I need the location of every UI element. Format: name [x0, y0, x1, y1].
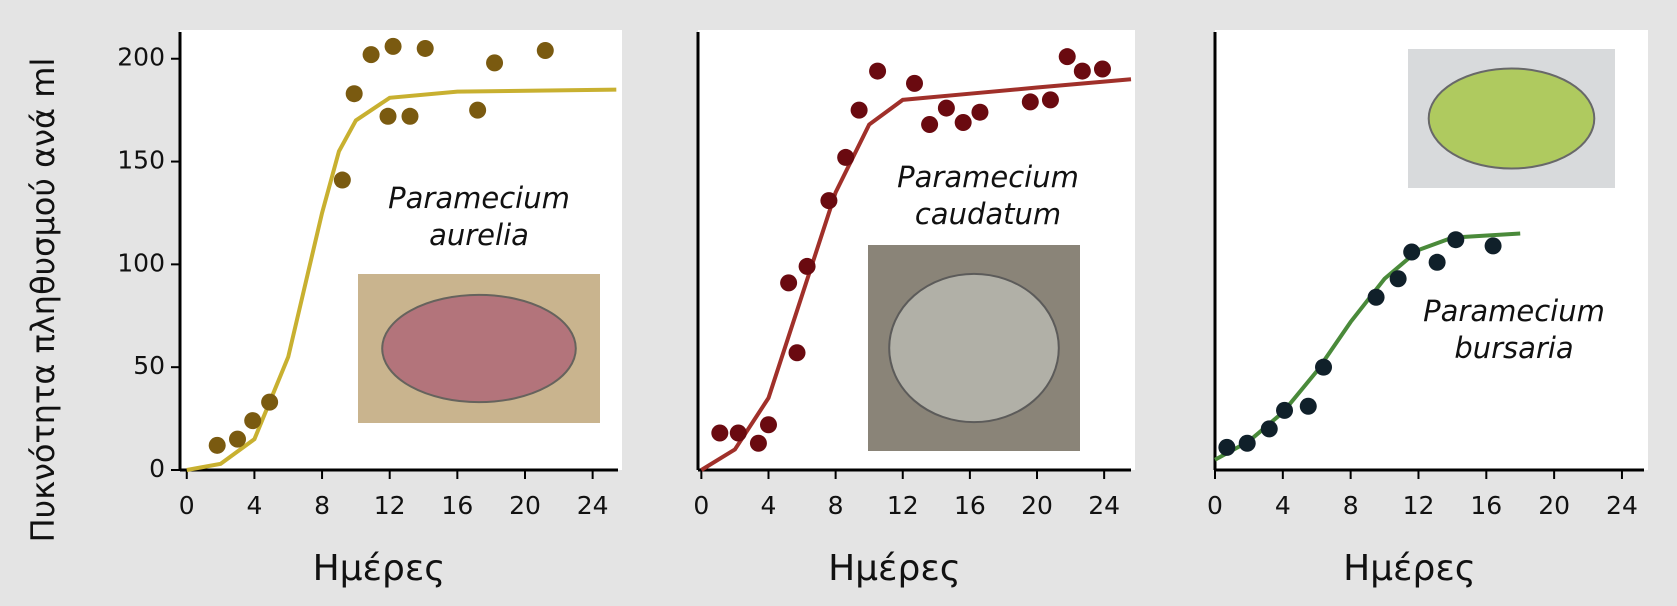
x-axis-label: Ημέρες	[828, 548, 961, 589]
data-point	[1390, 270, 1407, 287]
x-tick-label: 8	[1343, 491, 1359, 520]
data-point	[837, 149, 854, 166]
data-point	[261, 394, 278, 411]
photo-cell	[382, 295, 576, 402]
x-tick-label: 20	[509, 491, 541, 520]
data-point	[938, 100, 955, 117]
data-point	[1022, 93, 1039, 110]
data-point	[1368, 289, 1385, 306]
data-point	[921, 116, 938, 133]
x-tick-label: 4	[1275, 491, 1291, 520]
x-tick-label: 20	[1021, 491, 1053, 520]
data-point	[1059, 48, 1076, 65]
x-tick-label: 24	[577, 491, 609, 520]
species-label: Paramecium	[1423, 294, 1605, 328]
data-point	[1261, 420, 1278, 437]
species-label: Paramecium	[897, 160, 1079, 194]
x-tick-label: 12	[887, 491, 919, 520]
data-point	[486, 54, 503, 71]
x-tick-label: 16	[441, 491, 473, 520]
data-point	[401, 108, 418, 125]
x-tick-label: 16	[954, 491, 986, 520]
data-point	[380, 108, 397, 125]
data-point	[363, 46, 380, 63]
data-point	[906, 75, 923, 92]
x-tick-label: 20	[1538, 491, 1570, 520]
data-point	[1218, 439, 1235, 456]
species-label: caudatum	[915, 197, 1061, 231]
x-tick-label: 16	[1470, 491, 1502, 520]
data-point	[789, 344, 806, 361]
y-tick-label: 0	[149, 454, 165, 483]
data-point	[1447, 231, 1464, 248]
y-tick-label: 150	[117, 146, 165, 175]
data-point	[1094, 61, 1111, 78]
data-point	[1239, 435, 1256, 452]
data-point	[730, 424, 747, 441]
x-axis-label: Ημέρες	[313, 548, 446, 589]
x-axis-label: Ημέρες	[1343, 548, 1476, 589]
page: Πυκνότητα πληθυσμού ανά ml Parameciumaur…	[0, 0, 1677, 606]
x-tick-label: 12	[1403, 491, 1435, 520]
data-point	[820, 192, 837, 209]
x-tick-label: 0	[693, 491, 709, 520]
y-tick-label: 200	[117, 43, 165, 72]
chart: Πυκνότητα πληθυσμού ανά ml Parameciumaur…	[0, 0, 1677, 606]
data-point	[955, 114, 972, 131]
x-tick-label: 0	[179, 491, 195, 520]
data-point	[1300, 398, 1317, 415]
data-point	[385, 38, 402, 55]
photo-cell	[889, 274, 1059, 422]
x-tick-label: 0	[1207, 491, 1223, 520]
data-point	[1042, 91, 1059, 108]
data-point	[780, 274, 797, 291]
photo-cell	[1429, 68, 1595, 168]
data-point	[971, 104, 988, 121]
species-label: aurelia	[429, 218, 529, 252]
data-point	[229, 431, 246, 448]
y-axis-label: Πυκνότητα πληθυσμού ανά ml	[24, 58, 62, 543]
data-point	[334, 172, 351, 189]
data-point	[209, 437, 226, 454]
data-point	[469, 102, 486, 119]
x-tick-label: 8	[828, 491, 844, 520]
data-point	[417, 40, 434, 57]
species-label: bursaria	[1454, 331, 1573, 365]
data-point	[346, 85, 363, 102]
data-point	[1315, 359, 1332, 376]
data-point	[750, 435, 767, 452]
data-point	[1403, 244, 1420, 261]
x-tick-label: 24	[1606, 491, 1638, 520]
data-point	[1429, 254, 1446, 271]
species-label: Paramecium	[388, 181, 570, 215]
data-point	[869, 63, 886, 80]
data-point	[851, 102, 868, 119]
data-point	[1276, 402, 1293, 419]
data-point	[1074, 63, 1091, 80]
x-tick-label: 24	[1088, 491, 1120, 520]
y-tick-label: 100	[117, 248, 165, 277]
data-point	[760, 416, 777, 433]
data-point	[537, 42, 554, 59]
x-tick-label: 8	[314, 491, 330, 520]
x-tick-label: 4	[761, 491, 777, 520]
y-tick-label: 50	[133, 351, 165, 380]
x-tick-label: 4	[246, 491, 262, 520]
x-tick-label: 12	[374, 491, 406, 520]
data-point	[799, 258, 816, 275]
data-point	[1485, 237, 1502, 254]
data-point	[244, 412, 261, 429]
data-point	[711, 424, 728, 441]
